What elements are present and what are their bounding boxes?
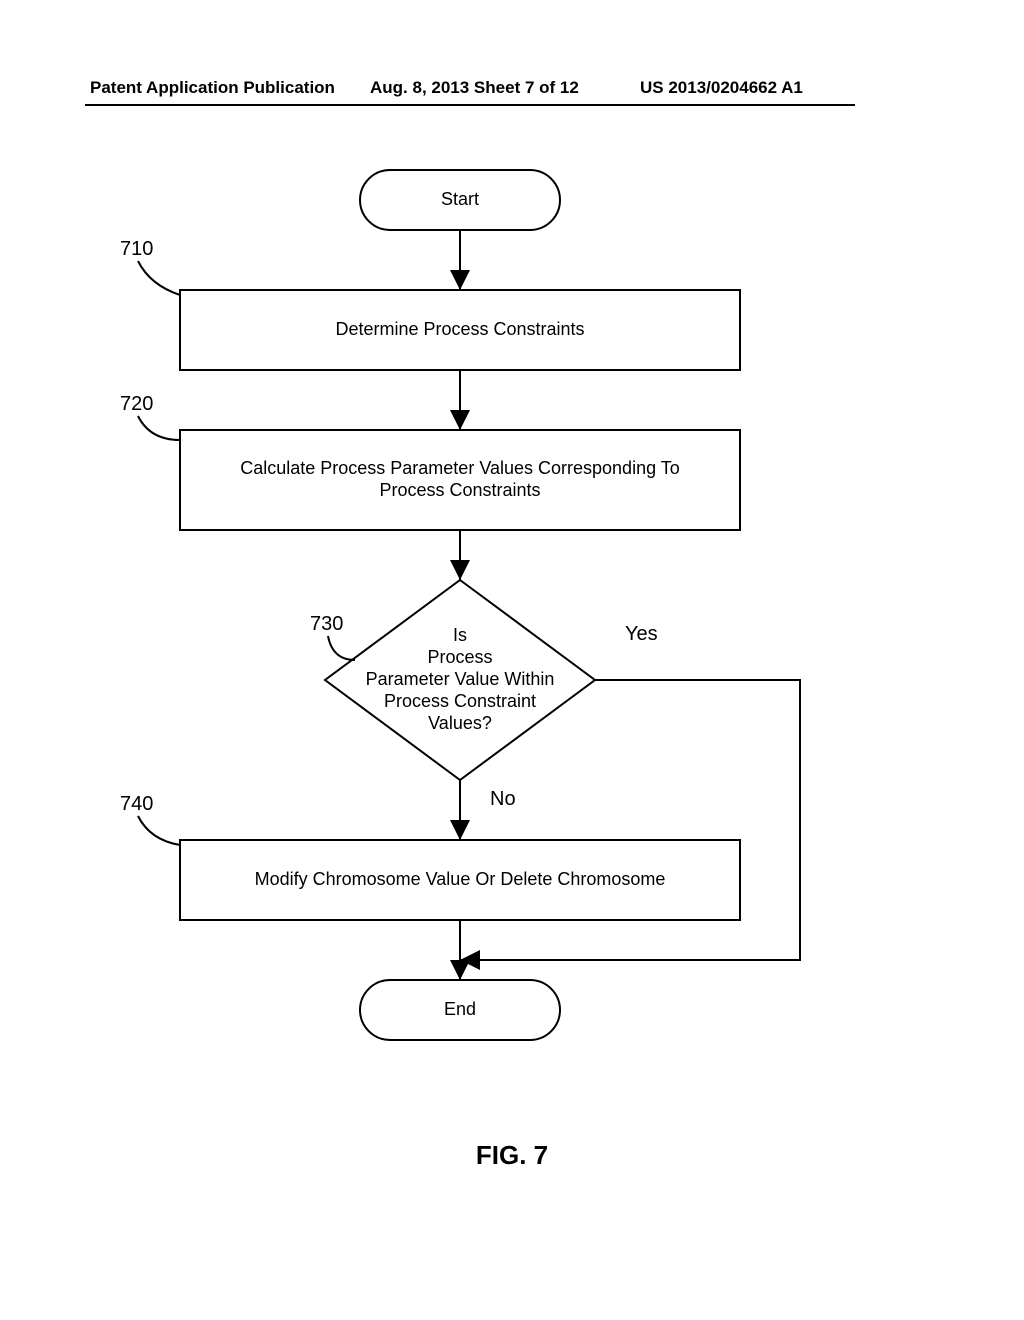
flowchart-svg: Start Determine Process Constraints Calcul… (0, 140, 1024, 1100)
flow-node-label: Is (453, 625, 467, 645)
ref-leader (328, 636, 355, 660)
decision-no-label: No (490, 788, 516, 810)
ref-leader (138, 816, 180, 845)
flow-node-label: Start (441, 189, 479, 209)
flow-node-label: Process Constraint (384, 691, 536, 711)
flow-node-n710: Determine Process Constraints (180, 290, 740, 370)
header-left: Patent Application Publication (90, 78, 335, 98)
ref-leader (138, 261, 180, 295)
flow-node-label: Modify Chromosome Value Or Delete Chromo… (255, 869, 666, 889)
flow-node-n740: Modify Chromosome Value Or Delete Chromo… (180, 840, 740, 920)
ref-label-730: 730 (310, 613, 343, 635)
ref-label-720: 720 (120, 393, 153, 415)
flow-node-label: Process (427, 647, 492, 667)
flow-node-label: Calculate Process Parameter Values Corre… (240, 458, 680, 478)
flow-node-label: Process Constraints (379, 480, 540, 500)
header-rule (85, 104, 855, 106)
ref-leader (138, 416, 180, 440)
decision-yes-label: Yes (625, 623, 658, 645)
ref-label-740: 740 (120, 793, 153, 815)
header-mid: Aug. 8, 2013 Sheet 7 of 12 (370, 78, 579, 98)
flow-node-label: End (444, 999, 476, 1019)
header-right: US 2013/0204662 A1 (640, 78, 803, 98)
flow-node-n720: Calculate Process Parameter Values Corre… (180, 430, 740, 530)
flow-node-label: Parameter Value Within (366, 669, 555, 689)
flow-node-label: Values? (428, 713, 492, 733)
flow-node-n730: IsProcessParameter Value WithinProcess C… (325, 580, 595, 780)
flow-node-label: Determine Process Constraints (335, 319, 584, 339)
ref-label-710: 710 (120, 238, 153, 260)
flow-node-end: End (360, 980, 560, 1040)
figure-caption: FIG. 7 (0, 1140, 1024, 1171)
flow-node-start: Start (360, 170, 560, 230)
